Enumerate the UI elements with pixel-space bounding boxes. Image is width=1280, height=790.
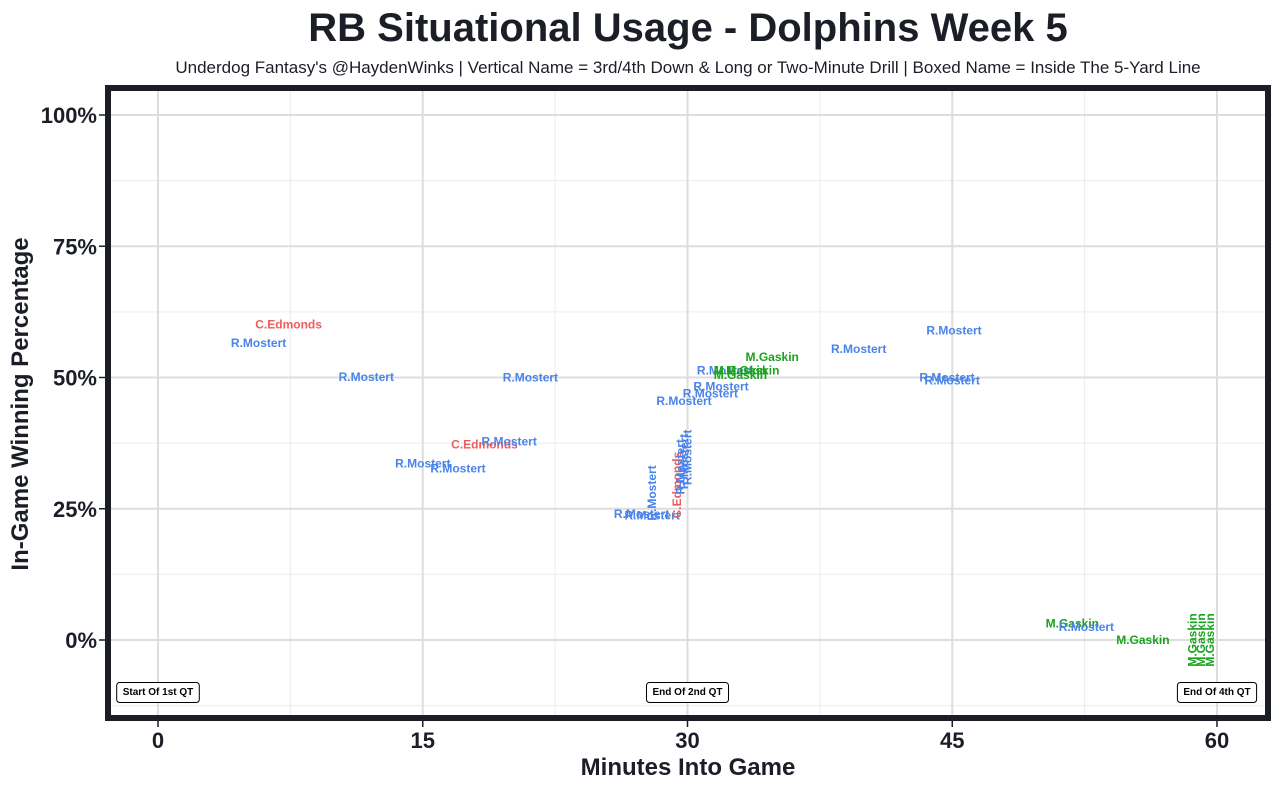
data-point-label: M.Gaskin	[714, 368, 767, 382]
x-axis-ticks: 0 15 30 45 60	[152, 721, 1229, 753]
quarter-annotation: End Of 4th QT	[1176, 682, 1258, 703]
x-tick-label: 30	[675, 728, 699, 753]
plot-border	[105, 85, 1271, 721]
y-tick-label: 100%	[41, 103, 97, 128]
y-tick-label: 0%	[65, 628, 97, 653]
quarter-annotation-box	[1176, 682, 1258, 703]
data-point-label: R.Mostert	[503, 371, 558, 385]
data-point-label: M.Gaskin	[746, 350, 799, 364]
data-point-label: R.Mostert	[925, 374, 980, 388]
grid	[108, 88, 1268, 718]
data-point-label: M.Gaskin	[714, 364, 767, 378]
data-point-label: R.Mostert	[482, 435, 537, 449]
data-point-label: R.Mostert	[677, 434, 691, 489]
quarter-annotation-label: Start Of 1st QT	[123, 687, 194, 698]
y-tick-label: 75%	[53, 234, 97, 259]
data-point-label: R.Mostert	[339, 370, 394, 384]
x-tick-label: 45	[940, 728, 964, 753]
data-point-label: R.Mostert	[697, 364, 752, 378]
data-point-label: M.Gaskin	[1116, 633, 1169, 647]
data-point-label: R.Mostert	[645, 465, 659, 520]
quarter-annotation-label: End Of 4th QT	[1183, 687, 1250, 698]
quarter-annotation: End Of 2nd QT	[646, 682, 729, 703]
data-point-label: R.Mostert	[430, 461, 485, 475]
quarter-annotation-label: End Of 2nd QT	[653, 687, 723, 698]
data-point-label: R.Mostert	[693, 379, 748, 393]
x-tick-label: 0	[152, 728, 164, 753]
data-point-label: R.Mostert	[395, 457, 450, 471]
data-point-label: M.Gaskin	[1046, 617, 1099, 631]
y-tick-label: 50%	[53, 366, 97, 391]
quarter-annotations: Start Of 1st QT End Of 2nd QT End Of 4th Q…	[116, 682, 1258, 703]
quarter-annotation-box	[646, 682, 729, 703]
data-point-label: M.Gaskin	[1185, 613, 1199, 666]
data-point-label: C.Edmonds	[255, 318, 322, 332]
data-point-label: R.Mostert	[926, 323, 981, 337]
data-point-label: C.Edmonds	[670, 451, 684, 518]
y-axis-title: In-Game Winning Percentage	[7, 237, 34, 570]
y-tick-label: 25%	[53, 497, 97, 522]
data-point-label: R.Mostert	[831, 342, 886, 356]
data-point-label: R.Mostert	[1059, 620, 1114, 634]
y-axis-ticks: 0% 25% 50% 75% 100%	[41, 103, 105, 653]
data-point-label: M.Gaskin	[1194, 613, 1208, 666]
data-point-label: C.Edmonds	[451, 438, 518, 452]
data-point-label: R.Mostert	[656, 394, 711, 408]
data-point-label: R.Mostert	[673, 439, 687, 494]
data-point-label: R.Mostert	[683, 386, 738, 400]
quarter-annotation: Start Of 1st QT	[116, 682, 200, 703]
x-axis-title: Minutes Into Game	[581, 754, 796, 781]
data-point-label: R.Mostert	[681, 430, 695, 485]
data-point-label: R.Mostert	[919, 371, 974, 385]
chart-subtitle: Underdog Fantasy's @HaydenWinks | Vertic…	[175, 58, 1200, 77]
data-point-label: M.Gaskin	[726, 364, 779, 378]
x-tick-label: 60	[1205, 728, 1229, 753]
x-tick-label: 15	[411, 728, 435, 753]
data-point-label: R.Mostert	[625, 509, 680, 523]
data-point-label: M.Gaskin	[1203, 613, 1217, 666]
chart-title: RB Situational Usage - Dolphins Week 5	[308, 6, 1067, 50]
data-point-label: R.Mostert	[614, 507, 669, 521]
quarter-annotation-box	[116, 682, 200, 703]
data-point-label: R.Mostert	[231, 336, 286, 350]
